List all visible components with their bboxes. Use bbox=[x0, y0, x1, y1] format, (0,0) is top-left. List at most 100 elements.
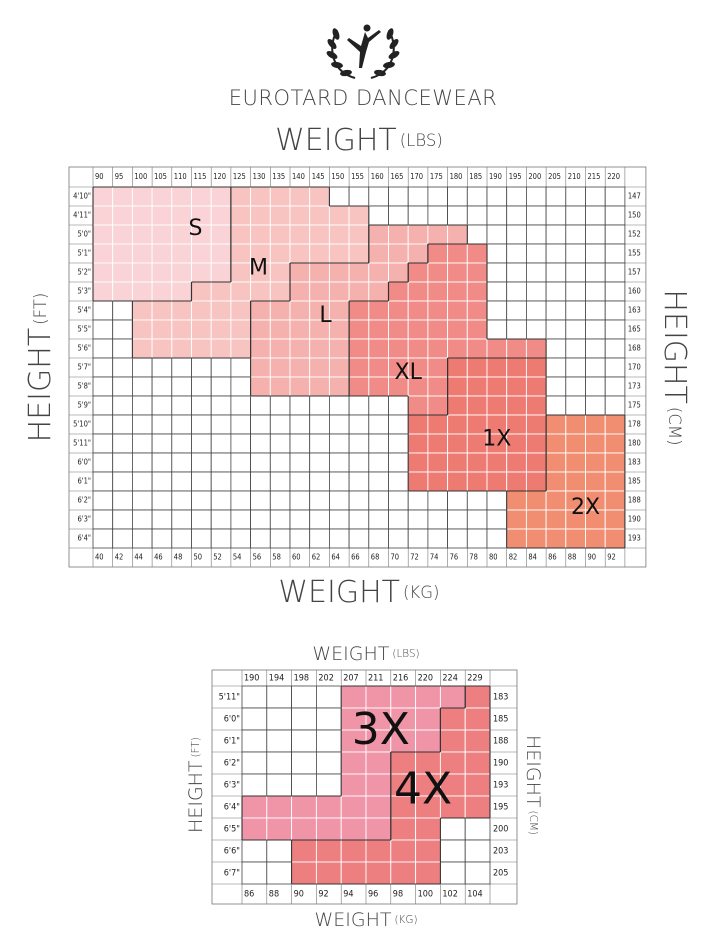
grid-cell bbox=[565, 205, 586, 226]
grid-cell bbox=[604, 395, 626, 416]
size-cell bbox=[210, 338, 232, 359]
grid-cell bbox=[585, 357, 606, 378]
grid-cell bbox=[241, 685, 268, 709]
grid-cell bbox=[191, 471, 212, 492]
height-cm-label: 183 bbox=[493, 693, 508, 703]
grid-cell bbox=[250, 452, 271, 473]
weight-lbs-label: 170 bbox=[410, 172, 423, 181]
grid-cell bbox=[368, 433, 389, 454]
height-cm-label: 185 bbox=[493, 715, 508, 725]
size-cell bbox=[328, 357, 350, 378]
grid-cell bbox=[131, 528, 153, 549]
weight-lbs-label: 90 bbox=[95, 172, 104, 181]
grid-cell bbox=[328, 414, 350, 435]
size-cell bbox=[191, 243, 212, 264]
size-cell bbox=[92, 281, 114, 302]
grid-cell bbox=[545, 319, 567, 340]
height-cm-label: 155 bbox=[628, 249, 641, 258]
size-cell bbox=[464, 795, 491, 819]
grid-cell bbox=[427, 490, 448, 511]
size-cell bbox=[525, 357, 547, 378]
grid-cell bbox=[210, 471, 232, 492]
height-cm-label: 183 bbox=[628, 458, 641, 467]
size-cell bbox=[447, 433, 468, 454]
grid-cell bbox=[250, 395, 271, 416]
weight-lbs-label: 155 bbox=[351, 172, 364, 181]
size-cell bbox=[210, 243, 232, 264]
grid-cell bbox=[328, 471, 350, 492]
size-cell bbox=[368, 338, 389, 359]
grid-cell bbox=[92, 319, 114, 340]
size-cell bbox=[368, 376, 389, 397]
grid-cell bbox=[291, 707, 317, 731]
grid-cell bbox=[447, 205, 468, 226]
grid-cell bbox=[565, 376, 586, 397]
size-cell bbox=[289, 205, 311, 226]
grid-cell bbox=[250, 433, 271, 454]
weight-lbs-label: 229 bbox=[467, 674, 482, 684]
size-name: S bbox=[188, 216, 202, 241]
height-cm-label: 157 bbox=[628, 268, 641, 277]
grid-cell bbox=[526, 224, 547, 245]
size-cell bbox=[525, 433, 547, 454]
height-ft-label: 5'2" bbox=[77, 268, 91, 277]
grid-cell bbox=[269, 452, 291, 473]
size-cell bbox=[250, 338, 271, 359]
grid-cell bbox=[604, 186, 626, 207]
grid-cell bbox=[289, 433, 311, 454]
weight-kg-label: 92 bbox=[318, 890, 328, 900]
grid-cell bbox=[506, 300, 527, 321]
grid-cell bbox=[269, 490, 291, 511]
weight-kg-label: 62 bbox=[312, 553, 321, 562]
size-cell bbox=[151, 300, 173, 321]
grid-cell bbox=[565, 338, 586, 359]
grid-cell bbox=[526, 243, 547, 264]
grid-cell bbox=[545, 300, 567, 321]
weight-kg-label: 94 bbox=[343, 890, 353, 900]
grid-cell bbox=[269, 528, 291, 549]
grid-cell bbox=[112, 376, 133, 397]
grid-cell bbox=[171, 490, 192, 511]
top_axis-title: WEIGHT (LBS) bbox=[275, 123, 443, 158]
size-cell bbox=[269, 205, 291, 226]
grid-cell bbox=[92, 338, 114, 359]
size-cell bbox=[191, 338, 212, 359]
size-cell bbox=[585, 414, 606, 435]
size-cell bbox=[289, 300, 311, 321]
size-cell bbox=[309, 186, 330, 207]
size-cell bbox=[506, 490, 527, 511]
weight-kg-label: 102 bbox=[442, 890, 457, 900]
weight-kg-label: 64 bbox=[331, 553, 340, 562]
grid-cell bbox=[407, 509, 429, 530]
height-cm-label: 173 bbox=[628, 382, 641, 391]
grid-cell bbox=[506, 281, 527, 302]
grid-cell bbox=[210, 395, 232, 416]
axis-title-word: WEIGHT bbox=[278, 575, 400, 610]
size-cell bbox=[328, 243, 350, 264]
size-cell bbox=[388, 338, 409, 359]
size-cell bbox=[464, 685, 491, 709]
height-cm-label: 175 bbox=[628, 401, 641, 410]
weight-lbs-label: 205 bbox=[548, 172, 561, 181]
size-cell bbox=[506, 395, 527, 416]
height-cm-label: 190 bbox=[493, 759, 508, 769]
weight-lbs-label: 211 bbox=[368, 674, 383, 684]
grid-cell bbox=[466, 205, 488, 226]
size-cell bbox=[585, 433, 606, 454]
grid-cell bbox=[92, 490, 114, 511]
size-cell bbox=[309, 357, 330, 378]
grid-cell bbox=[526, 205, 547, 226]
grid-cell bbox=[447, 490, 468, 511]
size-cell bbox=[415, 817, 441, 841]
grid-cell bbox=[266, 707, 292, 731]
size-cell bbox=[230, 205, 252, 226]
grid-cell bbox=[315, 729, 342, 753]
grid-cell bbox=[447, 186, 468, 207]
size-cell bbox=[388, 224, 409, 245]
size-cell bbox=[171, 319, 192, 340]
size-cell bbox=[407, 224, 429, 245]
size-cell bbox=[447, 319, 468, 340]
axis-title-unit: (LBS) bbox=[392, 648, 419, 660]
axis-title-word: HEIGHT bbox=[185, 760, 207, 833]
